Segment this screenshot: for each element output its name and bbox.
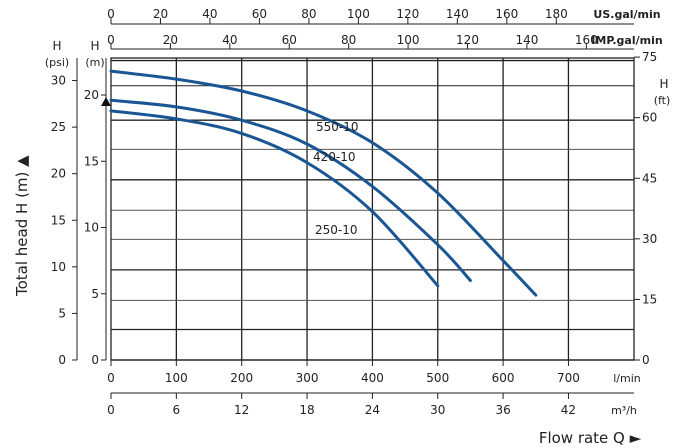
y-header-ft: H [659, 77, 668, 91]
x-tick-label-m3h: 42 [561, 403, 576, 417]
series-line-250-10 [109, 109, 440, 288]
x-tick-label-impgal: 100 [397, 33, 420, 47]
x-tick-label-m3h: 0 [107, 403, 115, 417]
x-unit-m3h: m³/h [611, 404, 637, 417]
x-unit-impgal: IMP.gal/min [591, 34, 662, 47]
x-tick-label-usgal: 0 [107, 7, 115, 21]
x-tick-label-usgal: 140 [446, 7, 469, 21]
x-tick-label-impgal: 0 [107, 33, 115, 47]
y-tick-label-psi: 20 [51, 167, 66, 181]
y-header-psi: H [52, 39, 61, 53]
x-tick-label-lmin: 0 [107, 371, 115, 385]
y-tick-label-m: 15 [84, 154, 99, 168]
x-tick-label-m3h: 12 [234, 403, 249, 417]
x-tick-label-usgal: 160 [495, 7, 518, 21]
y-tick-label-m: 20 [84, 88, 99, 102]
x-tick-label-lmin: 200 [230, 371, 253, 385]
x-tick-label-usgal: 180 [545, 7, 568, 21]
x-tick-label-lmin: 400 [361, 371, 384, 385]
x-unit-usgal: US.gal/min [593, 8, 660, 21]
x-tick-label-lmin: 300 [296, 371, 319, 385]
x-tick-label-m3h: 30 [430, 403, 445, 417]
y-axis-title: Total head H (m) ▲ [13, 155, 31, 297]
y-tick-label-psi: 10 [51, 260, 66, 274]
y-tick-label-ft: 75 [642, 50, 657, 64]
y-tick-label-psi: 30 [51, 74, 66, 88]
x-tick-label-impgal: 60 [282, 33, 297, 47]
x-tick-label-lmin: 700 [557, 371, 580, 385]
y-tick-label-m: 0 [91, 353, 99, 367]
y-tick-label-ft: 60 [642, 111, 657, 125]
x-tick-label-m3h: 24 [365, 403, 380, 417]
series-line-550-10 [109, 69, 538, 297]
series-label-420-10: 420-10 [313, 150, 356, 164]
x-tick-label-impgal: 160 [575, 33, 598, 47]
x-tick-label-impgal: 20 [163, 33, 178, 47]
grid-lines [111, 58, 634, 360]
x-tick-label-usgal: 20 [153, 7, 168, 21]
x-tick-label-impgal: 140 [515, 33, 538, 47]
x-tick-label-usgal: 120 [396, 7, 419, 21]
y-tick-label-ft: 45 [642, 171, 657, 185]
y-tick-label-ft: 15 [642, 292, 657, 306]
y-tick-label-ft: 30 [642, 232, 657, 246]
y-tick-label-psi: 5 [58, 306, 66, 320]
x-tick-label-m3h: 6 [173, 403, 181, 417]
x-tick-label-lmin: 600 [492, 371, 515, 385]
x-unit-lmin: l/min [613, 372, 641, 385]
x-axis-title: Flow rate Q ► [539, 429, 642, 447]
series-label-250-10: 250-10 [315, 223, 358, 237]
y-tick-label-m: 5 [91, 287, 99, 301]
x-tick-label-usgal: 100 [347, 7, 370, 21]
x-tick-label-lmin: 500 [426, 371, 449, 385]
x-tick-label-impgal: 40 [222, 33, 237, 47]
x-tick-label-usgal: 60 [252, 7, 267, 21]
y-header-m: H [90, 39, 99, 53]
x-tick-label-m3h: 36 [495, 403, 510, 417]
x-tick-label-impgal: 120 [456, 33, 479, 47]
y-unit-m: (m) [85, 56, 104, 69]
y-tick-label-m: 10 [84, 221, 99, 235]
x-tick-label-usgal: 80 [301, 7, 316, 21]
x-tick-label-m3h: 18 [299, 403, 314, 417]
y-unit-psi: (psi) [45, 56, 69, 69]
x-tick-label-usgal: 40 [202, 7, 217, 21]
y-tick-label-psi: 25 [51, 120, 66, 134]
y-tick-label-psi: 0 [58, 353, 66, 367]
series-label-550-10: 550-10 [316, 120, 359, 134]
x-tick-label-lmin: 100 [165, 371, 188, 385]
y-tick-label-ft: 0 [642, 353, 650, 367]
x-tick-label-impgal: 80 [341, 33, 356, 47]
y-tick-label-psi: 15 [51, 213, 66, 227]
y-unit-ft: (ft) [654, 94, 671, 107]
arrow-up-icon [101, 97, 111, 106]
series-group: 550-10 420-10 250-10 [109, 69, 538, 297]
series-line-420-10 [109, 98, 472, 282]
